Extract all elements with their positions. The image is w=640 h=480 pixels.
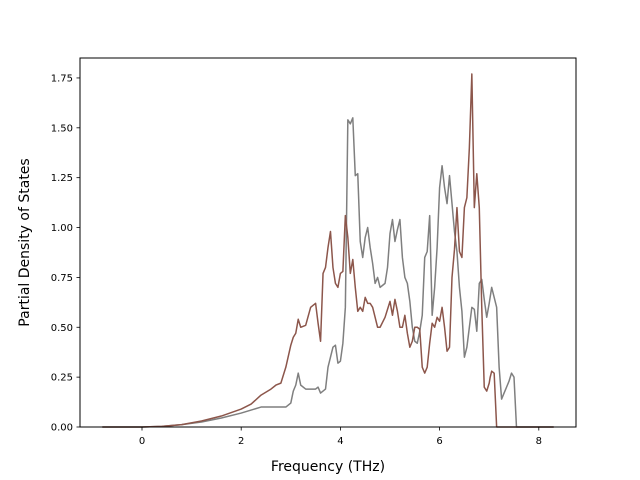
y-tick-label: 1.25 [51, 173, 73, 184]
y-tick-label: 0.75 [51, 273, 73, 284]
axes-frame [79, 57, 577, 428]
x-tick-label: 4 [337, 436, 343, 447]
x-axis-ticks: 0 2 4 6 8 [139, 427, 542, 447]
y-tick-label: 0.25 [51, 373, 73, 384]
y-tick-label: 0.00 [51, 423, 73, 434]
x-tick-label: 6 [436, 436, 442, 447]
x-tick-label: 0 [139, 436, 145, 447]
x-tick-label: 2 [238, 436, 244, 447]
series-line-2 [102, 73, 554, 428]
x-axis-label: Frequency (THz) [271, 459, 385, 475]
x-tick-label: 8 [536, 436, 542, 447]
y-tick-label: 1.75 [51, 73, 73, 84]
y-tick-label: 1.00 [51, 223, 73, 234]
series-layer [102, 73, 554, 428]
y-axis-label: Partial Density of States [17, 158, 33, 326]
y-tick-label: 0.50 [51, 323, 73, 334]
y-tick-label: 1.50 [51, 123, 73, 134]
y-axis-ticks: 0.00 0.25 0.50 0.75 1.00 1.25 1.50 1.75 [51, 73, 80, 434]
